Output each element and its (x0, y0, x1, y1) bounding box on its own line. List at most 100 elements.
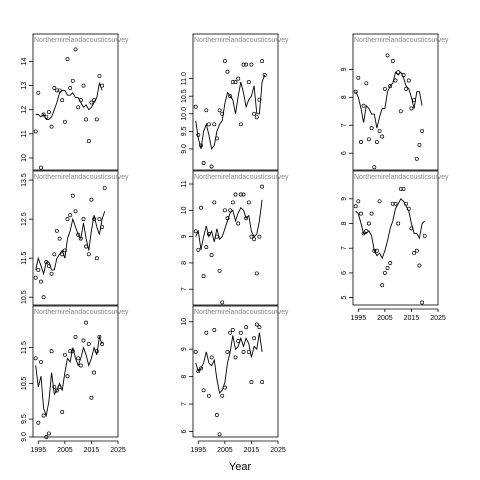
data-point (100, 83, 105, 88)
data-point (89, 395, 94, 400)
data-point (254, 322, 259, 327)
data-point (60, 98, 65, 103)
y-tick-label: 8 (181, 261, 188, 265)
y-tick-label: 7 (341, 246, 348, 250)
data-point (241, 192, 246, 197)
data-point (57, 384, 62, 389)
data-point (62, 119, 67, 124)
data-point (49, 271, 54, 276)
data-point (57, 236, 62, 241)
data-point (244, 62, 249, 67)
y-tick-label: 7 (181, 287, 188, 291)
data-point (252, 336, 257, 341)
data-point (73, 209, 78, 214)
data-point (393, 78, 398, 83)
x-tick-label: 2005 (217, 447, 233, 454)
data-point (249, 234, 254, 239)
y-tick-label: 5 (341, 296, 348, 300)
data-point (241, 62, 246, 67)
data-point (420, 300, 425, 305)
x-tick-label: 2025 (270, 447, 286, 454)
y-tick-label: 12.5 (21, 212, 28, 226)
data-point (238, 330, 243, 335)
data-point (390, 59, 395, 63)
data-point (33, 356, 38, 361)
data-point (222, 385, 227, 390)
data-point (230, 200, 235, 205)
data-point (39, 165, 43, 170)
data-point (374, 140, 379, 144)
data-point (246, 200, 251, 205)
data-point (92, 370, 97, 375)
data-point (233, 355, 238, 360)
data-point (238, 192, 243, 197)
data-point (62, 248, 67, 253)
data-point (206, 122, 211, 127)
data-point (406, 78, 411, 83)
panel-1: Northernirelandacousticsurvey 10 11 12 13 14 (21, 33, 129, 171)
data-point (33, 275, 38, 280)
data-point (193, 349, 198, 354)
data-point (404, 86, 409, 91)
series-line (195, 332, 263, 395)
data-point (97, 334, 102, 339)
data-point (52, 86, 57, 90)
data-point (193, 229, 198, 234)
data-point (209, 253, 214, 257)
y-tick-label: 6 (341, 151, 348, 155)
data-point (414, 248, 419, 253)
data-point (225, 216, 230, 221)
y-tick-label: 11.5 (21, 252, 28, 265)
data-point (102, 185, 107, 190)
y-tick-label: 12 (21, 106, 28, 114)
data-point (81, 338, 86, 343)
data-point (41, 112, 46, 117)
data-point (364, 81, 369, 86)
data-point (196, 247, 201, 252)
data-point (100, 342, 105, 346)
data-point (44, 435, 49, 439)
data-point (372, 165, 377, 170)
panel-frame (352, 33, 439, 171)
data-point (374, 248, 379, 253)
data-point (36, 420, 41, 425)
data-point (54, 88, 59, 93)
data-point (409, 106, 414, 111)
panel-frame (192, 305, 279, 438)
data-point (57, 88, 62, 93)
x-tick-label: 2015 (404, 315, 420, 322)
data-point (228, 94, 233, 99)
data-point (89, 100, 94, 105)
data-point (199, 143, 203, 148)
data-point (201, 388, 206, 393)
data-point (228, 208, 233, 213)
data-point (65, 374, 70, 379)
data-point (204, 108, 209, 113)
data-point (361, 231, 366, 236)
data-point (401, 186, 406, 191)
x-tick-label: 2005 (377, 315, 393, 322)
data-point (46, 110, 51, 115)
data-point (36, 267, 41, 272)
data-point (54, 388, 59, 393)
data-point (254, 271, 259, 276)
data-point (364, 228, 369, 233)
data-point (412, 251, 417, 256)
data-point (199, 366, 203, 371)
data-point (388, 84, 393, 89)
data-point (70, 193, 75, 198)
data-point (257, 234, 262, 239)
data-point (233, 192, 238, 197)
data-point (369, 126, 374, 131)
panel-frame (352, 170, 439, 306)
data-point (49, 349, 54, 354)
data-point (244, 216, 249, 221)
data-point (372, 248, 377, 253)
data-point (260, 380, 265, 385)
panel-strip-label: Northernirelandacousticsurvey (34, 309, 129, 316)
data-point (78, 236, 83, 241)
y-tick-label: 9 (181, 347, 188, 351)
data-point (52, 384, 57, 389)
panel-frame (192, 170, 279, 306)
data-point (94, 117, 99, 122)
